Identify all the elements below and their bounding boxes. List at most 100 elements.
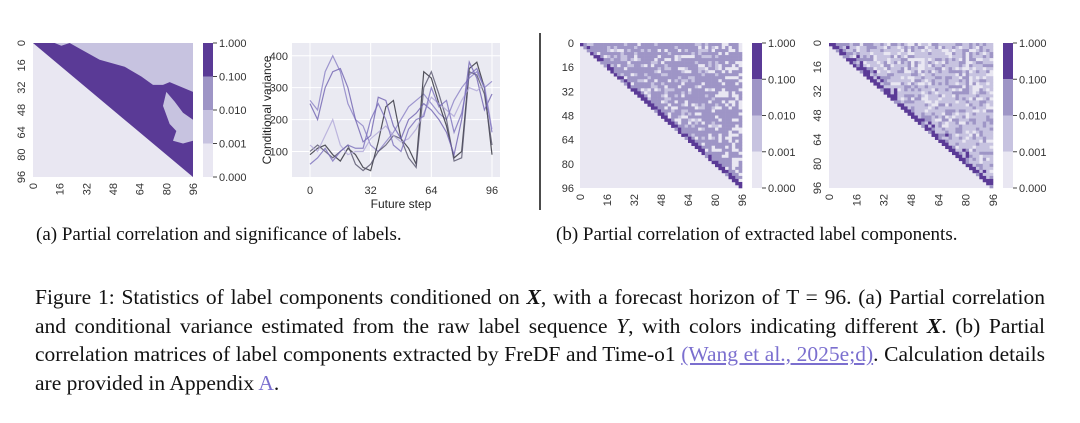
heatmap-cell: [661, 49, 665, 53]
heatmap-cell: [900, 79, 905, 83]
heatmap-cell: [711, 76, 716, 80]
heatmap-cell: [671, 103, 675, 107]
heatmap-cell: [955, 127, 960, 131]
heatmap-cell: [661, 91, 665, 95]
heatmap-cell: [969, 115, 973, 119]
heatmap-cell: [620, 61, 625, 65]
heatmap-cell: [958, 79, 963, 83]
heatmap-cell: [620, 49, 625, 53]
heatmap-cell: [911, 103, 915, 107]
heatmap-cell: [945, 49, 949, 53]
citation-link[interactable]: (Wang et al., 2025e;d): [681, 342, 874, 366]
heatmap-cell: [694, 118, 699, 122]
heatmap-cell: [870, 79, 874, 83]
heatmap-cell: [701, 148, 706, 153]
heatmap-cell: [986, 46, 990, 50]
heatmap-cell: [701, 142, 706, 147]
heatmap-cell: [731, 94, 736, 98]
heatmap-cell: [924, 52, 929, 56]
heatmap-cell: [945, 145, 949, 150]
appendix-link[interactable]: A: [258, 370, 274, 395]
heatmap-cell: [657, 97, 662, 101]
heatmap-cell: [938, 91, 943, 95]
heatmap-cell: [650, 61, 655, 65]
heatmap-cell: [975, 115, 980, 119]
heatmap-cell: [664, 61, 669, 65]
heatmap-cell: [650, 58, 655, 62]
heatmap-cell: [630, 49, 635, 53]
heatmap-cell: [701, 79, 706, 83]
heatmap-cell: [731, 49, 736, 53]
heatmap-cell: [674, 61, 679, 65]
heatmap-cell: [681, 88, 685, 92]
heatmap-cell: [897, 103, 902, 107]
heatmap-cell: [650, 52, 655, 56]
heatmap-cell: [691, 112, 696, 116]
heatmap-cell: [897, 46, 902, 50]
heatmap-cell: [681, 94, 685, 98]
heatmap-cell: [664, 46, 669, 50]
heatmap-cell: [725, 115, 729, 119]
heatmap-cell: [900, 103, 905, 107]
heatmap-cell: [738, 112, 743, 116]
heatmap-cell: [893, 46, 898, 50]
heatmap-cell: [934, 133, 939, 137]
heatmap-cell: [934, 100, 939, 104]
heatmap-cell: [965, 112, 970, 116]
heatmap-cell: [962, 160, 966, 165]
heatmap-cell: [731, 178, 736, 183]
heatmap-cell: [596, 52, 601, 56]
heatmap-cell: [979, 172, 984, 177]
heatmap-cell: [876, 82, 881, 86]
heatmap-cell: [890, 67, 895, 71]
colorbar-segment: [1003, 115, 1013, 152]
heatmap-cell: [955, 151, 960, 156]
heatmap-cell: [907, 91, 912, 95]
heatmap-cell: [979, 79, 984, 83]
heatmap-cell: [982, 142, 987, 147]
heatmap-cell: [684, 115, 689, 119]
heatmap-cell: [969, 43, 973, 47]
heatmap-cell: [704, 76, 709, 80]
heatmap-cell: [917, 64, 922, 68]
heatmap-cell: [969, 106, 973, 110]
heatmap-cell: [735, 100, 739, 104]
heatmap-cell: [982, 157, 987, 162]
heatmap-cell: [955, 118, 960, 122]
heatmap-cell: [708, 97, 712, 101]
heatmap-cell: [849, 58, 854, 62]
heatmap-cell: [900, 49, 905, 53]
heatmap-cell: [893, 64, 898, 68]
heatmap-cell: [866, 61, 871, 65]
heatmap-cell: [738, 124, 743, 128]
heatmap-cell: [731, 115, 736, 119]
heatmap-cell: [852, 43, 857, 47]
heatmap-cell: [677, 85, 682, 89]
heatmap-cell: [972, 103, 977, 107]
heatmap-cell: [694, 145, 699, 150]
heatmap-cell: [728, 70, 733, 74]
heatmap-cell: [708, 100, 712, 104]
heatmap-cell: [600, 58, 604, 62]
heatmap-cell: [623, 55, 628, 59]
heatmap-cell: [721, 139, 726, 143]
heatmap-cell: [667, 112, 672, 116]
heatmap-cell: [661, 85, 665, 89]
heatmap-cell: [880, 64, 884, 68]
colorbar-segment: [203, 43, 213, 77]
heatmap-cell: [731, 70, 736, 74]
heatmap-cell: [900, 97, 905, 101]
heatmap-cell: [989, 46, 994, 50]
heatmap-cell: [667, 58, 672, 62]
heatmap-cell: [965, 91, 970, 95]
heatmap-cell: [671, 61, 675, 65]
heatmap-cell: [931, 82, 936, 86]
heatmap-cell: [637, 58, 642, 62]
heatmap-cell: [640, 97, 645, 101]
colorbar-segment: [752, 115, 762, 152]
heatmap-cell: [711, 88, 716, 92]
heatmap-cell: [969, 55, 973, 59]
heatmap-cell: [979, 76, 984, 80]
heatmap-cell: [907, 97, 912, 101]
